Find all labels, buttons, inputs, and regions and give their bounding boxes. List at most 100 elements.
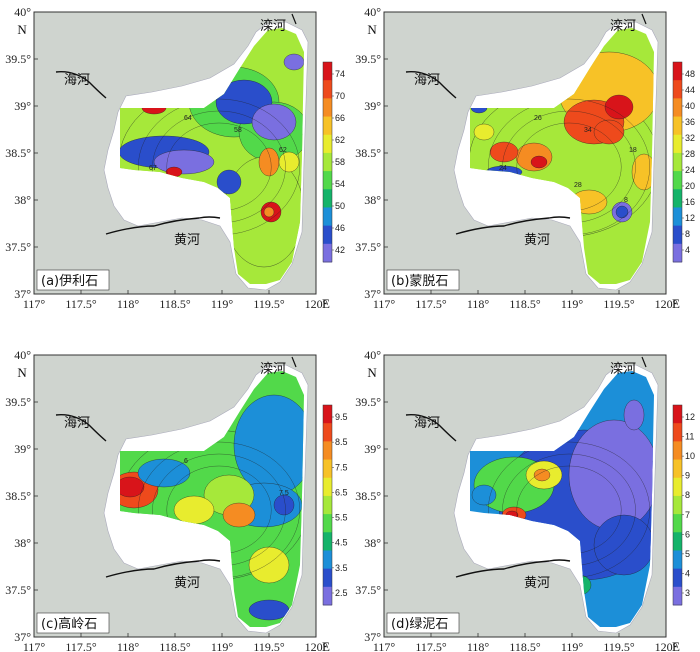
x-tick-label: 118°: [467, 297, 490, 311]
colorbar-tick-label: 70: [335, 91, 345, 101]
contour-region: [593, 119, 625, 145]
panel-label-box: [386, 269, 460, 291]
panel-label-box: [36, 269, 110, 291]
colorbar-segment: [323, 189, 332, 208]
contour-region: [631, 153, 654, 191]
contour-label: 67: [149, 165, 157, 172]
x-tick-label: 117°: [373, 640, 396, 652]
haihe-river: [55, 71, 107, 99]
y-tick-label: 39°: [14, 442, 31, 456]
x-axis-unit: E: [672, 296, 680, 311]
colorbar-segment: [323, 171, 332, 190]
luanhe-river: [641, 356, 647, 368]
haihe-label: 海河: [414, 73, 440, 88]
y-tick-label: 37.5°: [5, 240, 31, 254]
contour-region: [173, 495, 215, 525]
y-tick-label: 37.5°: [5, 583, 31, 597]
panel-label: (c)高岭石: [41, 616, 97, 632]
x-tick-label: 117.5°: [415, 297, 447, 311]
colorbar-tick-label: 11: [685, 432, 694, 442]
contour-region: [120, 476, 145, 498]
contour-region: [137, 458, 191, 488]
colorbar-segment: [673, 62, 682, 81]
x-tick-label: 118.5°: [159, 297, 191, 311]
colorbar-segment: [673, 459, 682, 479]
colorbar-segment: [323, 134, 332, 154]
panel-label: (a)伊利石: [41, 274, 98, 289]
huanghe-river: [105, 216, 221, 235]
x-tick-label: 120°: [305, 640, 328, 652]
x-tick-label: 118.5°: [159, 640, 191, 652]
x-tick-label: 117°: [23, 640, 46, 652]
y-tick-label: 40°: [364, 348, 381, 362]
colorbar-tick-label: 10: [685, 451, 695, 461]
y-tick-label: 37°: [364, 630, 381, 644]
colorbar-frame: [672, 61, 683, 263]
x-axis-unit: E: [322, 296, 330, 311]
x-tick-label: 120°: [655, 640, 678, 652]
y-tick-label: 37.5°: [355, 240, 381, 254]
x-axis-unit: E: [322, 639, 330, 652]
colorbar: 74 70 66 62 58 54 50 46 42: [322, 61, 345, 263]
huanghe-label: 黄河: [174, 233, 200, 248]
y-axis-unit: N: [367, 22, 377, 37]
huanghe-river: [105, 559, 221, 578]
contour-label: 6: [184, 458, 188, 465]
panel-label-box: [386, 612, 460, 634]
huanghe-label: 黄河: [524, 233, 550, 248]
colorbar-tick-label: 46: [335, 223, 345, 233]
colorbar-tick-label: 4.5: [335, 538, 348, 548]
x-tick-label: 118.5°: [509, 297, 541, 311]
y-tick-label: 37°: [14, 287, 31, 301]
x-tick-label: 119.5°: [603, 640, 635, 652]
colorbar-tick-label: 3.5: [335, 563, 348, 573]
colorbar-segment: [673, 98, 682, 118]
contour-label: 62: [279, 147, 287, 154]
x-tick-label: 118°: [117, 297, 140, 311]
colorbar-tick-label: 32: [685, 133, 695, 143]
colorbar-tick-label: 5: [685, 549, 690, 559]
colorbar-segment: [323, 80, 332, 99]
y-axis-unit: N: [17, 365, 27, 380]
colorbar-segment: [323, 459, 332, 479]
y-tick-label: 38°: [14, 536, 31, 550]
y-tick-label: 40°: [364, 5, 381, 19]
contour-region: [263, 206, 275, 218]
x-tick-label: 118°: [467, 640, 490, 652]
colorbar-segment: [323, 550, 332, 570]
contour-region: [216, 169, 242, 195]
colorbar-tick-label: 5.5: [335, 513, 348, 523]
luanhe-river: [291, 356, 297, 368]
luanhe-label: 滦河: [610, 361, 636, 377]
contour-label: 28: [574, 182, 582, 189]
y-tick-label: 38°: [364, 536, 381, 550]
y-tick-label: 38.5°: [355, 146, 381, 160]
contour-region: [568, 419, 654, 531]
colorbar-tick-label: 12: [685, 412, 695, 422]
colorbar-frame: [672, 404, 683, 606]
colorbar-segment: [323, 532, 332, 551]
contour-region: [615, 205, 629, 219]
colorbar-segment: [323, 243, 332, 263]
colorbar-segment: [673, 405, 682, 424]
y-tick-label: 38.5°: [5, 489, 31, 503]
contour-region: [258, 147, 280, 177]
colorbar-tick-label: 62: [335, 135, 345, 145]
colorbar-tick-label: 9.5: [335, 412, 348, 422]
contour-region: [489, 141, 519, 163]
x-tick-label: 120°: [655, 297, 678, 311]
x-tick-label: 119.5°: [253, 297, 285, 311]
contour-region: [623, 399, 645, 431]
contour-region: [473, 123, 495, 141]
colorbar-segment: [673, 116, 682, 136]
contour-label: 26: [534, 115, 542, 122]
x-tick-label: 117.5°: [415, 640, 447, 652]
luanhe-label: 滦河: [610, 18, 636, 34]
colorbar-segment: [673, 568, 682, 588]
contour-region: [604, 94, 634, 120]
y-tick-label: 39°: [364, 99, 381, 113]
luanhe-label: 滦河: [260, 361, 286, 377]
contour-region: [222, 502, 256, 528]
colorbar-tick-label: 36: [685, 117, 695, 127]
